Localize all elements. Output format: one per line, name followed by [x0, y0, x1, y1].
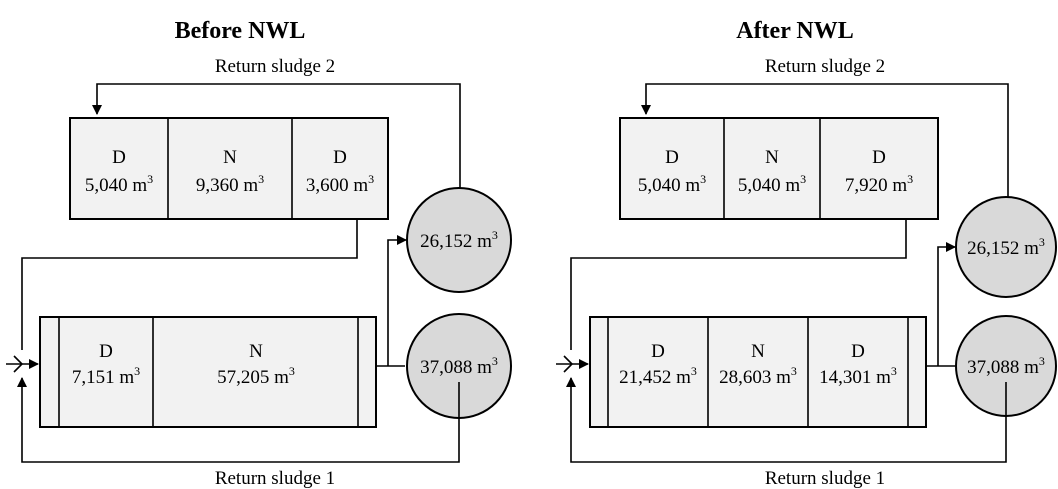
before-lower-volume-2: 57,205 m3 — [217, 364, 295, 388]
after-title: After NWL — [736, 18, 854, 44]
after-lower-volume-3: 14,301 m3 — [819, 364, 897, 388]
after-upper-outlet-line — [570, 219, 907, 350]
before-panel: Before NWL Return sludge 2 D 5,040 m3 N … — [6, 18, 512, 489]
after-return-sludge-1-line — [566, 377, 1007, 463]
after-clarifier-upper-volume: 26,152 m3 — [967, 235, 1045, 259]
before-title: Before NWL — [175, 18, 306, 44]
before-upper-volume-2: 9,360 m3 — [196, 172, 264, 196]
before-upper-outlet-line — [21, 219, 358, 350]
before-clarifier-lower-volume: 37,088 m3 — [420, 354, 498, 378]
before-upper-volume-3: 3,600 m3 — [306, 172, 374, 196]
after-upper-zone-1: D — [665, 147, 679, 168]
after-panel: After NWL Return sludge 2 D 5,040 m3 N 5… — [556, 18, 1057, 489]
before-return-sludge-2-label: Return sludge 2 — [215, 56, 335, 77]
before-upper-zone-3: D — [333, 147, 347, 168]
before-clarifier-feed-line — [387, 235, 407, 366]
before-lower-tank: D 7,151 m3 N 57,205 m3 — [39, 316, 377, 428]
before-upper-volume-1: 5,040 m3 — [85, 172, 153, 196]
after-clarifier-upper — [955, 196, 1057, 298]
after-lower-zone-1: D — [651, 341, 665, 362]
after-upper-zone-2: N — [765, 147, 779, 168]
after-upper-zone-3: D — [872, 147, 886, 168]
before-return-sludge-1-line — [17, 377, 460, 463]
after-return-sludge-2-label: Return sludge 2 — [765, 56, 885, 77]
after-upper-volume-2: 5,040 m3 — [738, 172, 806, 196]
before-lower-volume-1: 7,151 m3 — [72, 364, 140, 388]
after-upper-volume-1: 5,040 m3 — [638, 172, 706, 196]
before-return-sludge-1-label: Return sludge 1 — [215, 468, 335, 489]
after-lower-zone-2: N — [751, 341, 765, 362]
before-inlet-junction — [13, 355, 24, 373]
before-lower-zone-1: D — [99, 341, 113, 362]
after-upper-volume-3: 7,920 m3 — [845, 172, 913, 196]
after-inlet-junction — [563, 355, 574, 373]
after-return-sludge-1-label: Return sludge 1 — [765, 468, 885, 489]
before-clarifier-upper-volume: 26,152 m3 — [420, 228, 498, 252]
after-upper-tank: D 5,040 m3 N 5,040 m3 D 7,920 m3 — [619, 117, 939, 220]
before-upper-zone-2: N — [223, 147, 237, 168]
after-lower-zone-3: D — [851, 341, 865, 362]
after-lower-volume-2: 28,603 m3 — [719, 364, 797, 388]
before-return-sludge-2-line — [92, 83, 461, 215]
before-upper-tank: D 5,040 m3 N 9,360 m3 D 3,600 m3 — [69, 117, 389, 220]
after-lower-tank: D 21,452 m3 N 28,603 m3 D 14,301 m3 — [589, 316, 927, 428]
before-lower-zone-2: N — [249, 341, 263, 362]
after-lower-volume-1: 21,452 m3 — [619, 364, 697, 388]
after-return-sludge-2-line — [641, 83, 1009, 240]
before-upper-zone-1: D — [112, 147, 126, 168]
before-clarifier-upper — [406, 187, 512, 293]
after-clarifier-lower-volume: 37,088 m3 — [967, 354, 1045, 378]
after-clarifier-feed-line — [937, 242, 956, 366]
